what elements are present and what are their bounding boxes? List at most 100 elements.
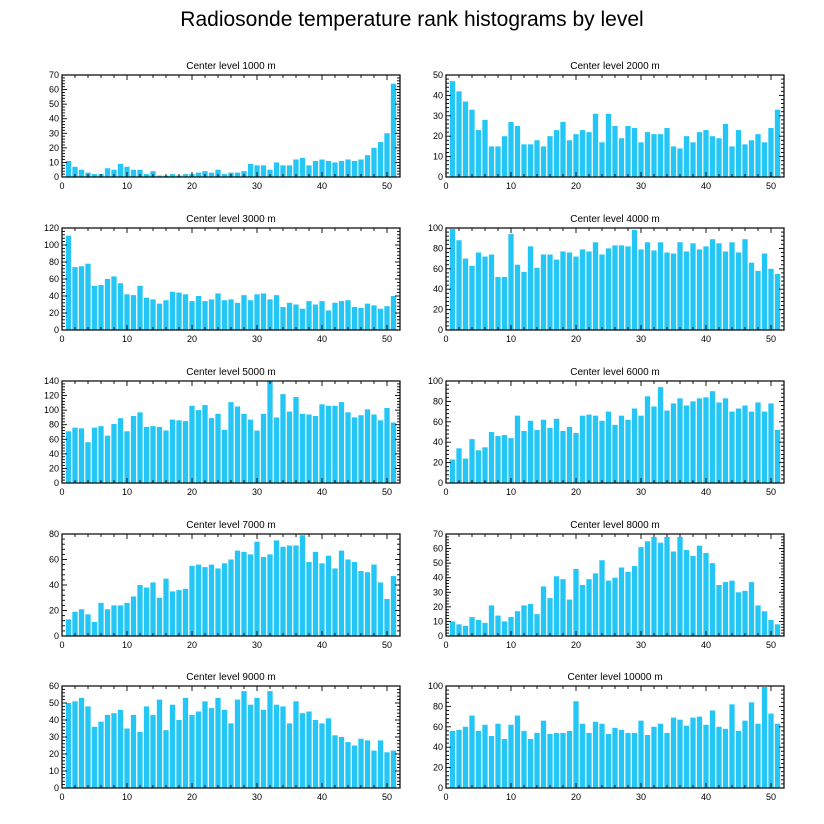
histogram-panel: Center level 8000 m 0 10 20 30 40 50 0 10 20 30 40 5…: [433, 520, 785, 650]
histogram-bar: [742, 720, 748, 788]
histogram-bar: [345, 742, 351, 788]
x-tick-label: 10: [122, 181, 132, 191]
histogram-bar: [91, 285, 98, 330]
histogram-bar: [638, 547, 644, 636]
histogram-bar: [644, 396, 651, 483]
histogram-bar: [111, 169, 117, 177]
histogram-bar: [208, 564, 215, 636]
histogram-bar: [566, 426, 573, 483]
histogram-bar: [377, 420, 384, 483]
histogram-bar: [98, 721, 104, 788]
histogram-bar: [592, 573, 599, 636]
y-tick-label: 60: [49, 85, 59, 95]
histogram-bar: [521, 605, 527, 636]
histogram-bar: [664, 732, 670, 788]
histogram-bar: [625, 732, 631, 788]
histogram-bar: [156, 597, 163, 636]
histogram-bar: [482, 724, 488, 788]
y-tick-label: 0: [54, 325, 59, 335]
histogram-bar: [280, 394, 286, 483]
x-tick-label: 0: [59, 792, 64, 802]
histogram-bar: [156, 426, 163, 483]
histogram-bar: [690, 555, 696, 636]
y-tick-label: 60: [433, 722, 443, 732]
y-tick-label: 120: [44, 391, 59, 401]
histogram-bar: [768, 403, 774, 483]
histogram-bar: [599, 254, 605, 330]
histogram-bar: [208, 708, 215, 788]
histogram-bar: [221, 300, 228, 330]
y-tick-label: 60: [49, 555, 59, 565]
histogram-bar: [202, 301, 208, 330]
histogram-bar: [228, 559, 234, 636]
histogram-bar: [618, 567, 625, 636]
y-tick-label: 80: [433, 396, 443, 406]
histogram-bar: [742, 405, 748, 483]
histogram-bar: [85, 706, 91, 788]
histogram-bar: [618, 138, 625, 177]
x-tick-label: 10: [122, 792, 132, 802]
histogram-bar: [176, 720, 182, 788]
histogram-bar: [560, 430, 566, 483]
histogram-bar: [677, 536, 683, 636]
y-tick-label: 20: [433, 458, 443, 468]
histogram-bar: [716, 726, 722, 788]
histogram-bar: [358, 307, 364, 330]
histogram-bar: [306, 165, 312, 177]
histogram-bar: [202, 567, 208, 636]
histogram-bar: [527, 739, 534, 788]
histogram-bar: [579, 723, 586, 788]
histogram-bar: [755, 605, 761, 636]
histogram-bar: [579, 415, 586, 483]
x-tick-label: 10: [506, 487, 516, 497]
histogram-bar: [761, 611, 768, 636]
histogram-bar: [254, 541, 260, 636]
histogram-bar: [709, 710, 716, 788]
histogram-bar: [644, 734, 651, 788]
histogram-bar: [215, 293, 221, 330]
histogram-bar: [716, 402, 722, 483]
histogram-bar: [72, 427, 78, 483]
y-tick-label: 40: [49, 449, 59, 459]
y-tick-label: 10: [49, 157, 59, 167]
y-tick-label: 0: [54, 478, 59, 488]
histogram-bar: [176, 420, 182, 483]
histogram-bar: [677, 242, 683, 330]
histogram-bar: [150, 426, 156, 483]
histogram-bar: [703, 246, 709, 330]
histogram-bar: [124, 602, 130, 636]
histogram-bar: [98, 426, 104, 483]
histogram-bar: [332, 568, 338, 636]
histogram-bar: [768, 268, 774, 330]
histogram-bar: [573, 701, 579, 788]
histogram-bar: [638, 249, 644, 330]
histogram-bar: [85, 442, 91, 483]
histogram-bar: [638, 720, 644, 788]
histogram-bar: [599, 142, 605, 177]
histogram-bar: [306, 301, 312, 330]
histogram-bar: [371, 147, 377, 177]
panel-title: Center level 6000 m: [570, 367, 660, 378]
histogram-bar: [338, 402, 345, 483]
histogram-bar: [469, 265, 475, 330]
y-tick-label: 100: [428, 223, 443, 233]
histogram-bar: [599, 420, 605, 483]
x-tick-label: 30: [252, 181, 262, 191]
histogram-bar: [325, 555, 332, 636]
histogram-bar: [651, 726, 657, 788]
histogram-bar: [111, 276, 117, 330]
histogram-bar: [748, 702, 755, 788]
histogram-bar: [495, 276, 501, 330]
histogram-bar: [332, 405, 338, 483]
x-tick-label: 20: [187, 792, 197, 802]
y-tick-label: 20: [433, 131, 443, 141]
x-tick-label: 10: [122, 640, 132, 650]
histogram-bar: [189, 301, 195, 330]
histogram-panel: Center level 4000 m 0 10 20 30 40 50 0 20 40 60 80 1…: [428, 214, 785, 344]
histogram-bar: [98, 602, 104, 636]
histogram-bar: [150, 714, 156, 788]
histogram-bar: [111, 713, 117, 788]
histogram-bar: [456, 729, 462, 788]
histogram-bar: [696, 545, 703, 636]
y-tick-label: 10: [49, 766, 59, 776]
